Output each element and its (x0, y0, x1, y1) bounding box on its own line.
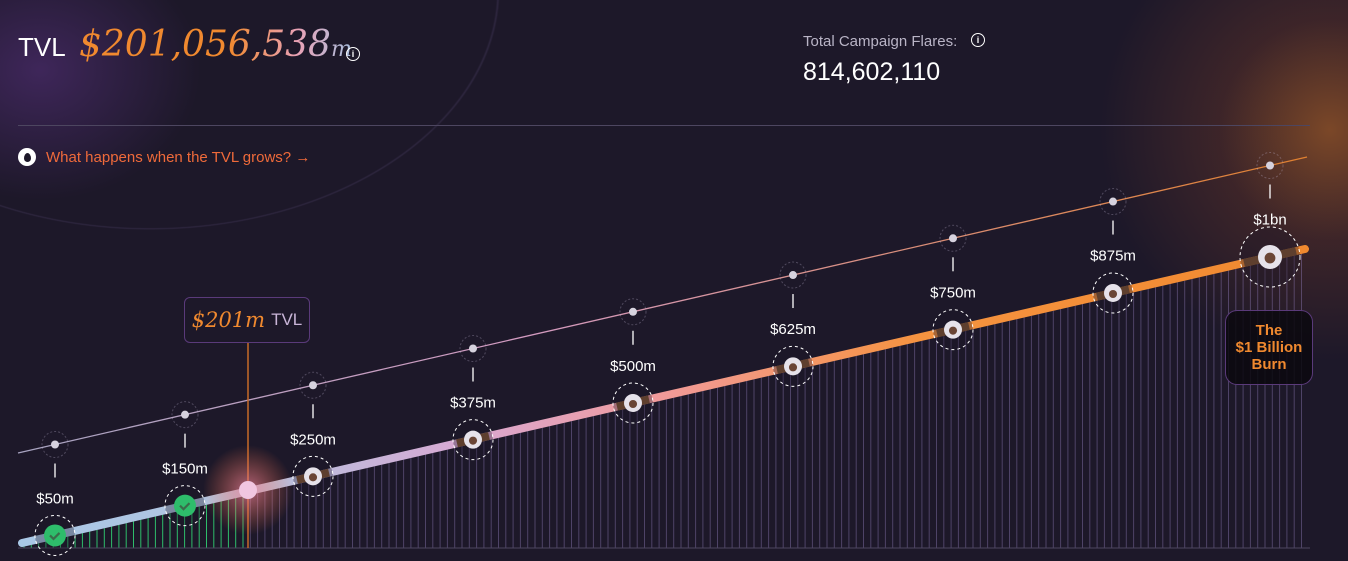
target-dot-ring (1256, 151, 1284, 179)
flame-core (788, 363, 798, 372)
target-dot-ring (171, 401, 199, 429)
milestone-label: $250m (290, 431, 336, 448)
target-dot (949, 234, 957, 243)
tooltip-unit: TVL (271, 310, 303, 329)
milestone[interactable]: $500m (610, 298, 656, 424)
milestone[interactable]: $875m (1090, 188, 1136, 314)
burn-line-3: Burn (1251, 356, 1287, 373)
milestone[interactable]: $150m (162, 401, 208, 527)
milestone-label: $875m (1090, 248, 1136, 265)
target-dot-ring (299, 371, 327, 399)
milestone-label: $1bn (1253, 211, 1286, 228)
milestone-label: $500m (610, 358, 656, 375)
target-dot-ring (41, 431, 69, 459)
milestone[interactable]: $250m (290, 371, 336, 497)
target-dot (789, 271, 797, 280)
info-icon[interactable]: i (346, 47, 360, 61)
tvl-label: TVL (18, 32, 66, 62)
target-dot-ring (619, 298, 647, 326)
milestone-label: $50m (36, 491, 74, 508)
target-dot-ring (779, 261, 807, 289)
milestone-label: $375m (450, 395, 496, 412)
target-line (17, 156, 1308, 454)
target-dot (51, 440, 59, 449)
target-dot-ring (939, 224, 967, 252)
target-dot (629, 307, 637, 316)
milestone[interactable]: $750m (930, 224, 976, 351)
milestone[interactable]: $375m (450, 335, 496, 461)
milestone[interactable]: $625m (770, 261, 816, 387)
flame-core (1108, 289, 1118, 299)
flame-core (948, 326, 958, 335)
burn-line-2: $1 Billion (1235, 339, 1303, 356)
flame-core (468, 436, 478, 445)
tvl-grows-link-label: What happens when the TVL grows? → (46, 148, 311, 166)
milestone-label: $625m (770, 321, 816, 338)
target-dot (1266, 161, 1274, 170)
milestone[interactable]: $1bn (1239, 151, 1301, 288)
tvl-grows-link[interactable]: What happens when the TVL grows? → (18, 148, 310, 166)
flame-core (1264, 252, 1276, 264)
target-dot-ring (1099, 188, 1127, 216)
target-dot-ring (459, 335, 487, 363)
milestone[interactable]: $50m (34, 431, 76, 556)
check-icon (174, 494, 196, 517)
flares-label: Total Campaign Flares: (803, 33, 958, 50)
target-dot (469, 344, 477, 353)
burn-line-1: The (1255, 322, 1283, 339)
info-icon[interactable]: i (971, 33, 985, 47)
tooltip-amount: $201m (191, 308, 266, 332)
flares-value: 814,602,110 (803, 58, 941, 86)
milestone-label: $150m (162, 461, 208, 478)
milestone-label: $750m (930, 284, 976, 301)
check-mark (49, 532, 61, 541)
target-dot (181, 410, 189, 419)
target-dot (1109, 197, 1117, 206)
billion-burn-badge[interactable]: The $1 Billion Burn (1225, 310, 1313, 385)
divider (18, 125, 1310, 126)
target-dot (309, 381, 317, 390)
current-tvl-dot (239, 481, 257, 499)
check-mark (179, 502, 191, 511)
check-icon (44, 524, 66, 547)
flame-core (628, 399, 638, 409)
current-tvl-tooltip: $201m TVL (184, 297, 310, 343)
flame-icon (18, 148, 36, 166)
flame-core (308, 473, 318, 482)
